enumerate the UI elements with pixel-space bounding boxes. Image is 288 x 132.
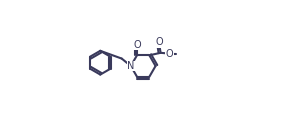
Text: O: O xyxy=(166,49,173,59)
Text: O: O xyxy=(133,40,141,50)
Text: N: N xyxy=(127,61,134,71)
Text: O: O xyxy=(155,37,163,47)
